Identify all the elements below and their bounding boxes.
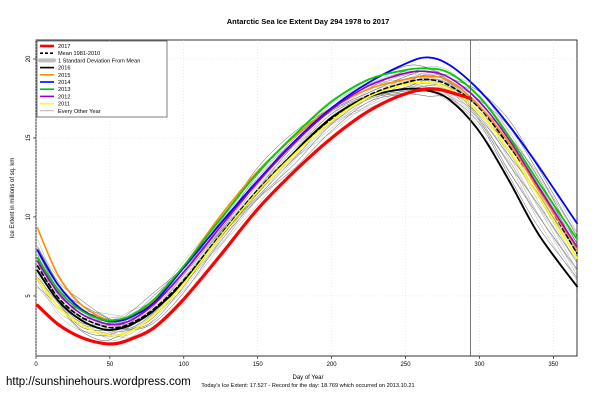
legend-label: 2016 (58, 66, 70, 72)
legend-label: 2017 (58, 44, 70, 50)
legend-label: Mean 1981-2010 (58, 51, 100, 57)
series-line-2017 (35, 87, 473, 346)
footer-note: Today's Ice Extent: 17.527 - Record for … (201, 383, 414, 389)
watermark: http://sunshinehours.wordpress.com (6, 376, 191, 388)
other-year-line (37, 89, 578, 337)
legend-label: 2013 (58, 87, 70, 93)
other-year-line (37, 66, 578, 318)
legend-label: Every Other Year (58, 109, 101, 115)
x-tick-label: 150 (253, 362, 264, 368)
other-year-line (37, 79, 578, 335)
series-line-2013 (36, 67, 578, 322)
series-line-2011 (36, 81, 578, 337)
legend-label: 1 Standard Deviation From Mean (58, 58, 140, 64)
x-tick-label: 100 (179, 362, 190, 368)
x-tick-label: 300 (474, 362, 485, 368)
x-tick-label: 0 (34, 362, 38, 368)
series-line-2012 (36, 70, 578, 326)
x-axis-ticks: 0 50 100 150 200 250 300 350 (34, 356, 559, 368)
chart-title: Antarctic Sea Ice Extent Day 294 1978 to… (227, 17, 390, 26)
y-tick-label: 15 (26, 134, 32, 141)
y-tick-label: 5 (26, 294, 32, 298)
other-year-line (37, 86, 578, 341)
y-axis-label: Ice Extent in millions of sq. km (10, 158, 16, 239)
other-year-line (37, 84, 578, 331)
legend-label: 2014 (58, 80, 70, 86)
legend-label: 2012 (58, 94, 70, 100)
x-tick-label: 350 (548, 362, 559, 368)
legend-box (36, 40, 168, 118)
x-tick-label: 50 (107, 362, 114, 368)
x-tick-label: 250 (401, 362, 412, 368)
y-tick-label: 10 (26, 213, 32, 220)
series-lines (35, 56, 578, 346)
legend-label: 2015 (58, 73, 70, 79)
legend-label: 2011 (58, 102, 70, 108)
x-tick-label: 200 (327, 362, 338, 368)
y-tick-label: 20 (26, 55, 32, 62)
y-axis-ticks: 5 10 15 20 (26, 55, 36, 298)
x-axis-label: Day of Year (292, 375, 323, 381)
